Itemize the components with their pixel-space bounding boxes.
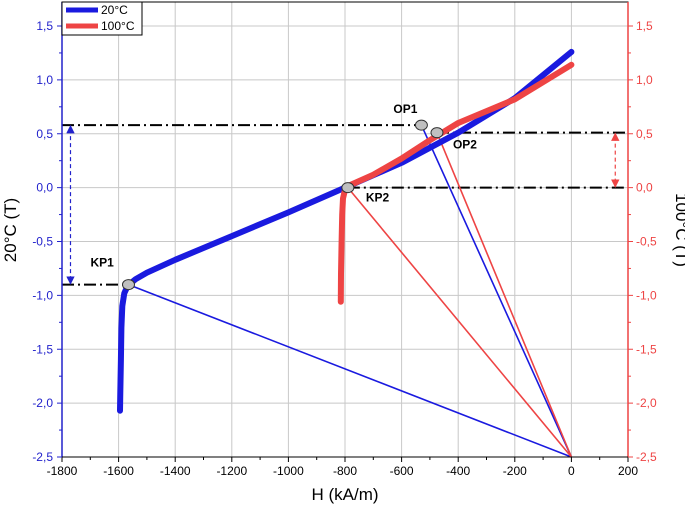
left-axis-title: 20°C (T) — [1, 198, 20, 262]
x-tick-label: -400 — [446, 464, 470, 478]
left-tick-label: 1,5 — [36, 19, 53, 33]
left-tick-label: 0,0 — [36, 181, 53, 195]
point-label-kp2: KP2 — [366, 191, 390, 205]
load-lines — [128, 124, 573, 458]
left-tick-label: 0,5 — [36, 127, 53, 141]
right-tick-label: 1,5 — [636, 19, 653, 33]
right-tick-label: -1,5 — [636, 342, 657, 356]
point-op2 — [430, 127, 444, 139]
load-line — [128, 283, 572, 458]
right-tick-label: 0,0 — [636, 181, 653, 195]
x-tick-label: 0 — [568, 464, 575, 478]
left-tick-label: -2,5 — [32, 450, 53, 464]
point-kp1 — [122, 279, 136, 291]
left-tick-label: -0,5 — [32, 235, 53, 249]
load-line — [420, 124, 573, 458]
range-arrows — [66, 124, 620, 285]
axis-ticks: -1800 -1600 -1400 -1200 -1000 -800 -600 -400 -20… — [32, 19, 657, 478]
left-tick-label: -1,5 — [32, 342, 53, 356]
series-100c-curve — [337, 61, 575, 305]
x-tick-label: -1600 — [103, 464, 134, 478]
right-tick-label: -0,5 — [636, 235, 657, 249]
x-tick-label: -1400 — [160, 464, 191, 478]
series-curves — [117, 48, 575, 414]
point-label-op2: OP2 — [453, 138, 477, 152]
legend-label-100: 100°C — [101, 19, 135, 33]
series-20c-curve — [117, 48, 575, 414]
point-label-kp1: KP1 — [91, 256, 115, 270]
right-tick-label: -2,5 — [636, 450, 657, 464]
x-tick-label: 200 — [618, 464, 638, 478]
x-tick-label: -600 — [390, 464, 414, 478]
left-tick-label: -1,0 — [32, 288, 53, 302]
point-op1 — [414, 119, 428, 131]
x-tick-label: -1000 — [273, 464, 304, 478]
load-line — [436, 132, 573, 458]
left-tick-label: -2,0 — [32, 396, 53, 410]
point-kp2 — [341, 182, 355, 194]
x-axis-title: H (kA/m) — [311, 485, 378, 504]
x-tick-label: -1800 — [47, 464, 78, 478]
point-label-op1: OP1 — [393, 102, 417, 116]
legend-label-20: 20°C — [101, 3, 128, 17]
operating-points: KP1 OP1 KP2 OP2 — [91, 102, 477, 291]
right-tick-label: 0,5 — [636, 127, 653, 141]
load-line — [347, 187, 573, 458]
right-axis-title: 100°C (T) — [672, 193, 685, 267]
x-tick-label: -800 — [333, 464, 357, 478]
right-tick-label: -2,0 — [636, 396, 657, 410]
right-tick-label: -1,0 — [636, 288, 657, 302]
x-tick-label: -200 — [503, 464, 527, 478]
right-tick-label: 1,0 — [636, 73, 653, 87]
x-tick-label: -1200 — [216, 464, 247, 478]
left-tick-label: 1,0 — [36, 73, 53, 87]
legend: 20°C 100°C — [61, 1, 143, 36]
